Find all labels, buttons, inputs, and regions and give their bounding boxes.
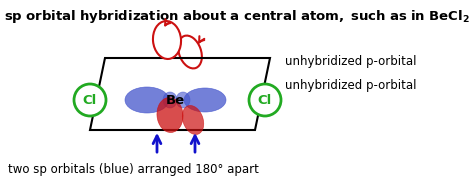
Ellipse shape <box>182 105 204 134</box>
Text: $\mathbf{sp}$ $\mathbf{orbital\ hybridization\ about\ a\ central\ atom,\ such\ a: $\mathbf{sp}$ $\mathbf{orbital\ hybridiz… <box>4 8 470 25</box>
Text: Cl: Cl <box>258 93 272 107</box>
Ellipse shape <box>178 36 202 68</box>
Ellipse shape <box>176 92 190 108</box>
Ellipse shape <box>125 87 169 113</box>
Text: two sp orbitals (blue) arranged 180° apart: two sp orbitals (blue) arranged 180° apa… <box>8 164 259 176</box>
Text: unhybridized p-orbital: unhybridized p-orbital <box>285 56 417 68</box>
Ellipse shape <box>153 21 181 59</box>
Circle shape <box>249 84 281 116</box>
Text: Cl: Cl <box>83 93 97 107</box>
Ellipse shape <box>163 92 177 108</box>
Text: Be: Be <box>165 93 184 107</box>
Text: unhybridized p-orbital: unhybridized p-orbital <box>285 78 417 92</box>
Ellipse shape <box>184 88 226 112</box>
Ellipse shape <box>157 97 183 132</box>
Circle shape <box>74 84 106 116</box>
